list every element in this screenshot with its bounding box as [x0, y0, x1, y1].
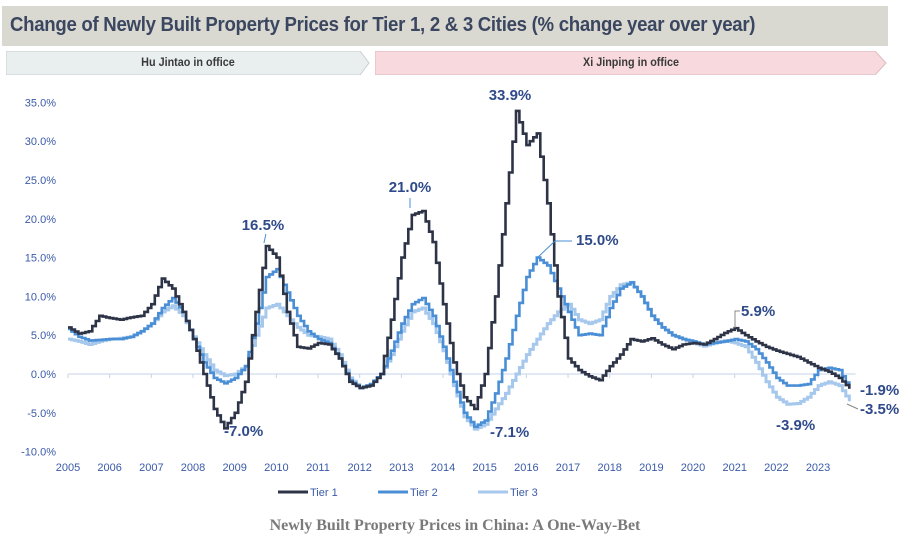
x-tick-label: 2005 — [56, 462, 80, 474]
x-tick-label: 2009 — [222, 462, 246, 474]
series-line-tier-3 — [68, 280, 851, 431]
data-label: -1.9% — [860, 382, 899, 399]
x-tick-label: 2012 — [347, 462, 371, 474]
x-tick-label: 2023 — [806, 462, 830, 474]
y-tick-label: 25.0% — [25, 175, 56, 187]
x-tick-label: 2013 — [389, 462, 413, 474]
x-tick-label: 2017 — [556, 462, 580, 474]
band-hu-jintao-label: Hu Jintao in office — [141, 55, 235, 69]
figure-caption: Newly Built Property Prices in China: A … — [269, 517, 641, 534]
legend: Tier 1 Tier 2 Tier 3 — [278, 487, 538, 499]
x-tick-label: 2019 — [639, 462, 663, 474]
x-tick-label: 2007 — [139, 462, 163, 474]
y-tick-label: -10.0% — [21, 447, 56, 459]
series-line-tier-1 — [68, 109, 851, 430]
leader-line — [536, 240, 572, 259]
y-tick-label: -5.0% — [27, 408, 56, 420]
data-label: 33.9% — [489, 87, 532, 104]
legend-label: Tier 2 — [410, 487, 438, 499]
data-label: 16.5% — [242, 217, 285, 234]
x-tick-label: 2010 — [264, 462, 288, 474]
y-axis: 35.0% 30.0% 25.0% 20.0% 15.0% 10.0% 5.0% 0.0% -5… — [21, 97, 56, 458]
data-label: -7.0% — [224, 423, 263, 440]
legend-label: Tier 1 — [310, 487, 338, 499]
data-label: 15.0% — [576, 232, 619, 249]
x-tick-label: 2018 — [597, 462, 621, 474]
x-tick-label: 2022 — [764, 462, 788, 474]
x-tick-label: 2008 — [181, 462, 205, 474]
leader-line — [263, 233, 267, 244]
y-tick-label: 20.0% — [25, 214, 56, 226]
data-label: 5.9% — [741, 303, 775, 320]
y-tick-label: 10.0% — [25, 291, 56, 303]
x-tick-label: 2015 — [472, 462, 496, 474]
y-tick-label: 30.0% — [25, 136, 56, 148]
data-label: -7.1% — [490, 424, 529, 441]
x-tick-label: 2014 — [431, 462, 455, 474]
y-tick-label: 35.0% — [25, 97, 56, 109]
band-xi-jinping-arrow — [375, 51, 887, 75]
legend-label: Tier 3 — [510, 487, 538, 499]
chart-title-bar: Change of Newly Built Property Prices fo… — [2, 6, 888, 46]
x-axis: 2005 2006 2007 2008 2009 2010 2011 2012 2013 2014… — [56, 373, 856, 474]
data-label: 21.0% — [389, 179, 432, 196]
series-group — [68, 109, 851, 431]
band-hu-jintao: Hu Jintao in office — [6, 51, 370, 75]
y-tick-label: 15.0% — [25, 253, 56, 265]
series-line-tier-2 — [68, 256, 851, 429]
band-xi-jinping-label: Xi Jinping in office — [582, 55, 679, 69]
x-tick-label: 2011 — [306, 462, 330, 474]
y-tick-label: 5.0% — [31, 330, 56, 342]
leader-line — [846, 403, 859, 410]
chart-title: Change of Newly Built Property Prices fo… — [10, 14, 756, 36]
x-tick-label: 2020 — [681, 462, 705, 474]
x-tick-label: 2016 — [514, 462, 538, 474]
line-chart: 35.0% 30.0% 25.0% 20.0% 15.0% 10.0% 5.0% 0.0% -5… — [21, 87, 899, 499]
x-tick-label: 2006 — [97, 462, 121, 474]
band-hu-jintao-arrow — [6, 51, 370, 75]
band-xi-jinping: Xi Jinping in office — [375, 51, 887, 75]
leader-line — [734, 310, 740, 328]
y-tick-label: 0.0% — [31, 369, 56, 381]
data-label: -3.5% — [860, 401, 899, 418]
data-label: -3.9% — [776, 417, 815, 434]
annotations: 16.5% -7.0% 21.0% 33.9% -7.1% 15.0% 5.9% -3.9% -… — [224, 87, 899, 441]
x-tick-label: 2021 — [722, 462, 746, 474]
